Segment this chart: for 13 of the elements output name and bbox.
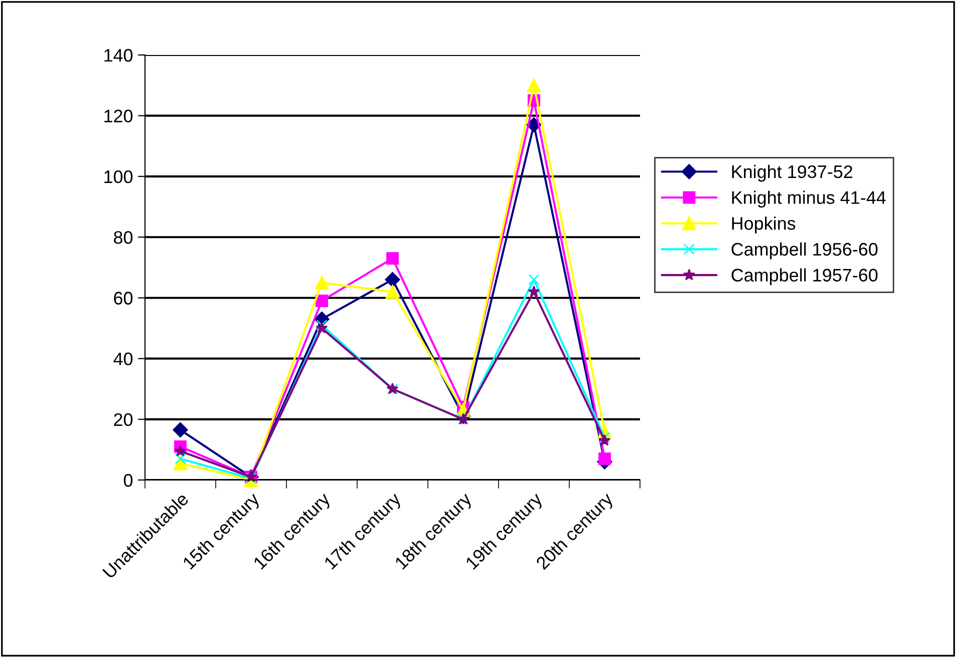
legend-label: Campbell 1957-60 — [732, 268, 878, 286]
y-tick-label: 40 — [114, 352, 132, 366]
y-tick-label: 80 — [114, 231, 132, 244]
y-tick-label: 60 — [114, 292, 132, 305]
legend-label: Knight minus 41-44 — [732, 190, 886, 208]
y-tick-label: 120 — [104, 110, 132, 122]
legend-label: Campbell 1956-60 — [732, 242, 878, 260]
legend-label: Hopkins — [732, 216, 796, 234]
y-tick-label: 20 — [114, 413, 132, 426]
legend-label: Knight 1937-52 — [732, 164, 852, 182]
y-tick-label: 0 — [124, 474, 132, 487]
y-tick-label: 140 — [104, 48, 132, 62]
y-tick-label: 100 — [104, 170, 132, 184]
